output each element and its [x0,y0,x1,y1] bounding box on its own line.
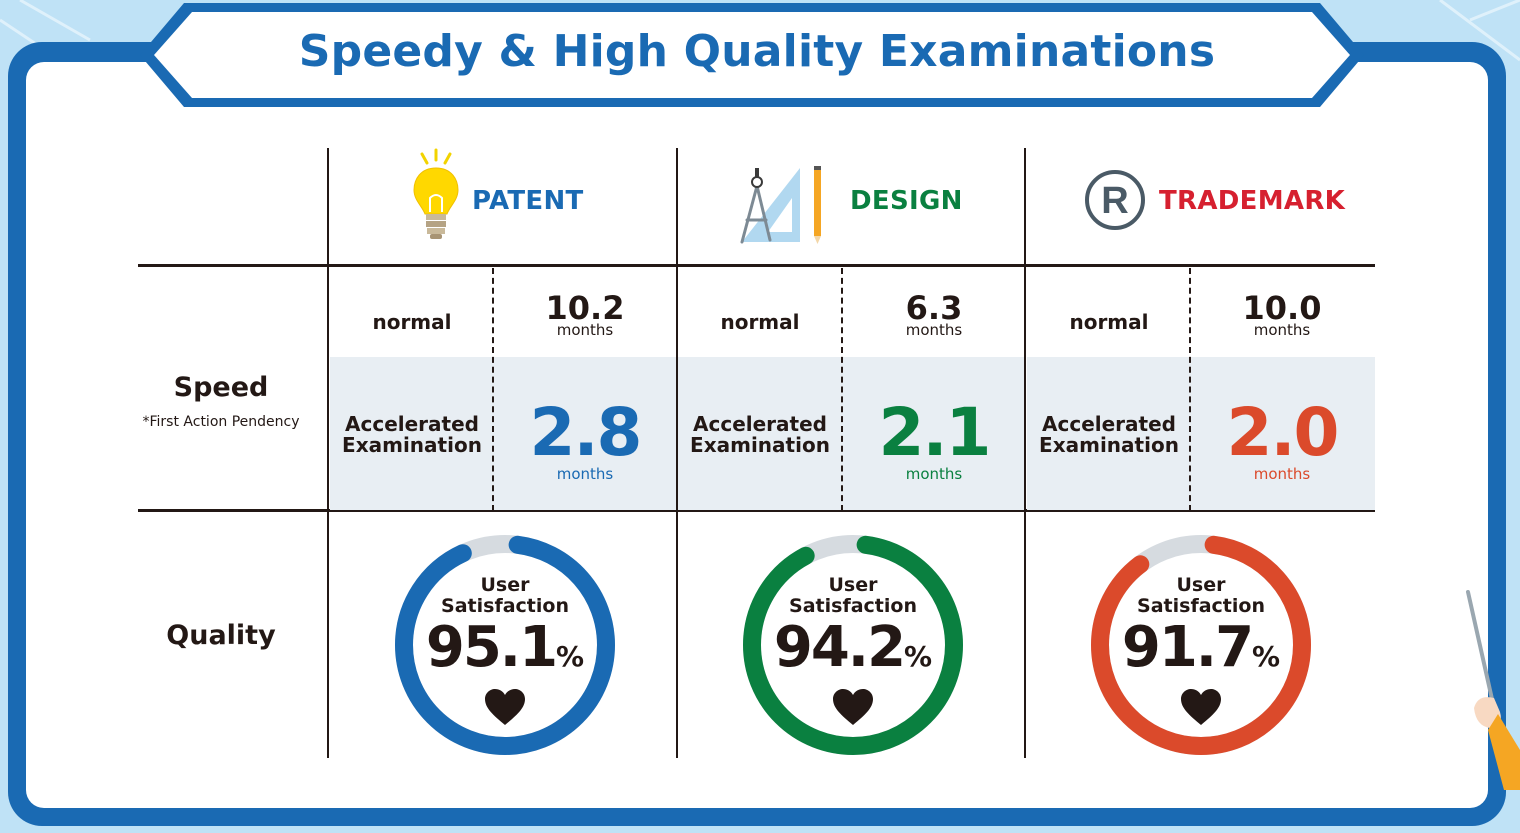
normal-unit: months [905,321,963,339]
pointer-hand-icon [1466,590,1520,790]
accelerated-label-line2: Examination [1039,433,1179,457]
accelerated-unit: months [556,465,614,483]
normal-label: normal [372,310,452,334]
satisfaction-percent: 91.7% [1089,615,1313,680]
registered-mark-icon: R [1085,170,1145,230]
donut-ring [1091,535,1311,755]
drafting-compass-icon [740,166,821,244]
category-label-patent: PATENT [472,186,584,216]
satisfaction-label-line1: User [1176,574,1226,596]
normal-unit: months [1253,321,1311,339]
satisfaction-donut-trademark: User Satisfaction 91.7% [1089,533,1313,757]
dashed-divider [492,268,494,511]
accelerated-pendency-design: 2.1 months [843,394,1025,483]
donut-ring [395,535,615,755]
accelerated-row-bg [1027,357,1375,510]
accelerated-pendency-patent: 2.8 months [494,394,676,483]
satisfaction-label: User Satisfaction [741,575,965,617]
dashed-divider [841,268,843,511]
satisfaction-donut-design: User Satisfaction 94.2% [741,533,965,757]
accelerated-value: 2.8 [529,394,643,471]
accelerated-label-line2: Examination [342,433,482,457]
satisfaction-label: User Satisfaction [393,575,617,617]
accelerated-unit: months [1253,465,1311,483]
donut-arc [395,535,615,755]
category-label-design: DESIGN [850,186,963,216]
category-header-design: DESIGN [678,148,1024,258]
percent-sign: % [556,640,585,673]
normal-label: normal [720,310,800,334]
donut-ring [743,535,963,755]
normal-pendency-design: 6.3 months [843,290,1025,338]
category-label-trademark: TRADEMARK [1159,186,1346,216]
satisfaction-value: 95.1 [425,615,558,680]
accelerated-label-line1: Accelerated [1042,412,1176,436]
satisfaction-value: 91.7 [1121,615,1254,680]
dashed-divider [1189,268,1191,511]
satisfaction-label-line1: User [828,574,878,596]
heart-icon [485,689,525,725]
satisfaction-label-line1: User [480,574,530,596]
quality-label: Quality [166,620,276,651]
accelerated-unit: months [905,465,963,483]
normal-label: normal [1069,310,1149,334]
satisfaction-value: 94.2 [773,615,906,680]
grid-divider [1024,148,1026,758]
satisfaction-percent: 95.1% [393,615,617,680]
accelerated-label-line1: Accelerated [693,412,827,436]
speed-note: *First Action Pendency [142,414,300,430]
normal-pendency-trademark: 10.0 months [1191,290,1373,338]
heart-icon [833,689,873,725]
satisfaction-label-line2: Satisfaction [789,595,917,617]
category-header-trademark: R TRADEMARK [1027,148,1375,258]
normal-value: 10.2 [545,289,625,327]
lightbulb-icon [413,148,459,239]
normal-pendency-patent: 10.2 months [494,290,676,338]
accelerated-label: Accelerated Examination [1027,414,1191,456]
accelerated-label: Accelerated Examination [330,414,494,456]
donut-arc [1091,535,1311,755]
satisfaction-percent: 94.2% [741,615,965,680]
accelerated-label-line1: Accelerated [345,412,479,436]
accelerated-row-bg [678,357,1024,510]
grid-divider [138,264,1375,267]
satisfaction-label-line2: Satisfaction [1137,595,1265,617]
normal-unit: months [556,321,614,339]
donut-arc [743,535,963,755]
heart-icon [1181,689,1221,725]
normal-value: 10.0 [1242,289,1322,327]
accelerated-row-bg [330,357,676,510]
accelerated-label: Accelerated Examination [678,414,842,456]
accelerated-value: 2.1 [878,394,992,471]
percent-sign: % [904,640,933,673]
speed-label: Speed [173,372,269,403]
grid-divider [676,148,678,758]
normal-value: 6.3 [905,289,963,327]
grid-divider [138,509,1375,512]
satisfaction-label: User Satisfaction [1089,575,1313,617]
svg-text:R: R [1101,180,1128,222]
accelerated-label-line2: Examination [690,433,830,457]
category-header-patent: PATENT [330,148,676,258]
satisfaction-label-line2: Satisfaction [441,595,569,617]
grid-divider [327,148,329,758]
accelerated-pendency-trademark: 2.0 months [1191,394,1373,483]
title-banner [140,3,1364,107]
accelerated-value: 2.0 [1226,394,1340,471]
page-title: Speedy & High Quality Examinations [298,26,1216,77]
satisfaction-donut-patent: User Satisfaction 95.1% [393,533,617,757]
percent-sign: % [1252,640,1281,673]
